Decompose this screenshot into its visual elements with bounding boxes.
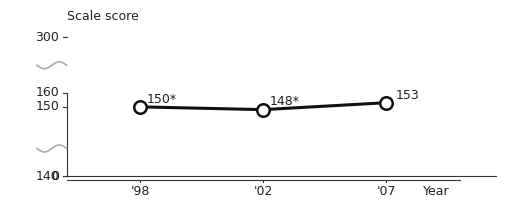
Text: 140: 140 — [35, 170, 59, 183]
Text: 0: 0 — [51, 170, 59, 183]
Text: 148*: 148* — [269, 95, 300, 108]
Text: '07: '07 — [376, 185, 396, 198]
Text: 150*: 150* — [146, 93, 177, 106]
Text: Scale score: Scale score — [67, 10, 138, 23]
Text: '02: '02 — [253, 185, 273, 198]
Text: 153: 153 — [396, 89, 420, 102]
Text: 160: 160 — [35, 86, 59, 99]
Text: Year: Year — [423, 185, 450, 198]
Text: 300: 300 — [35, 31, 59, 44]
Text: 150: 150 — [35, 100, 59, 113]
Text: '98: '98 — [131, 185, 150, 198]
